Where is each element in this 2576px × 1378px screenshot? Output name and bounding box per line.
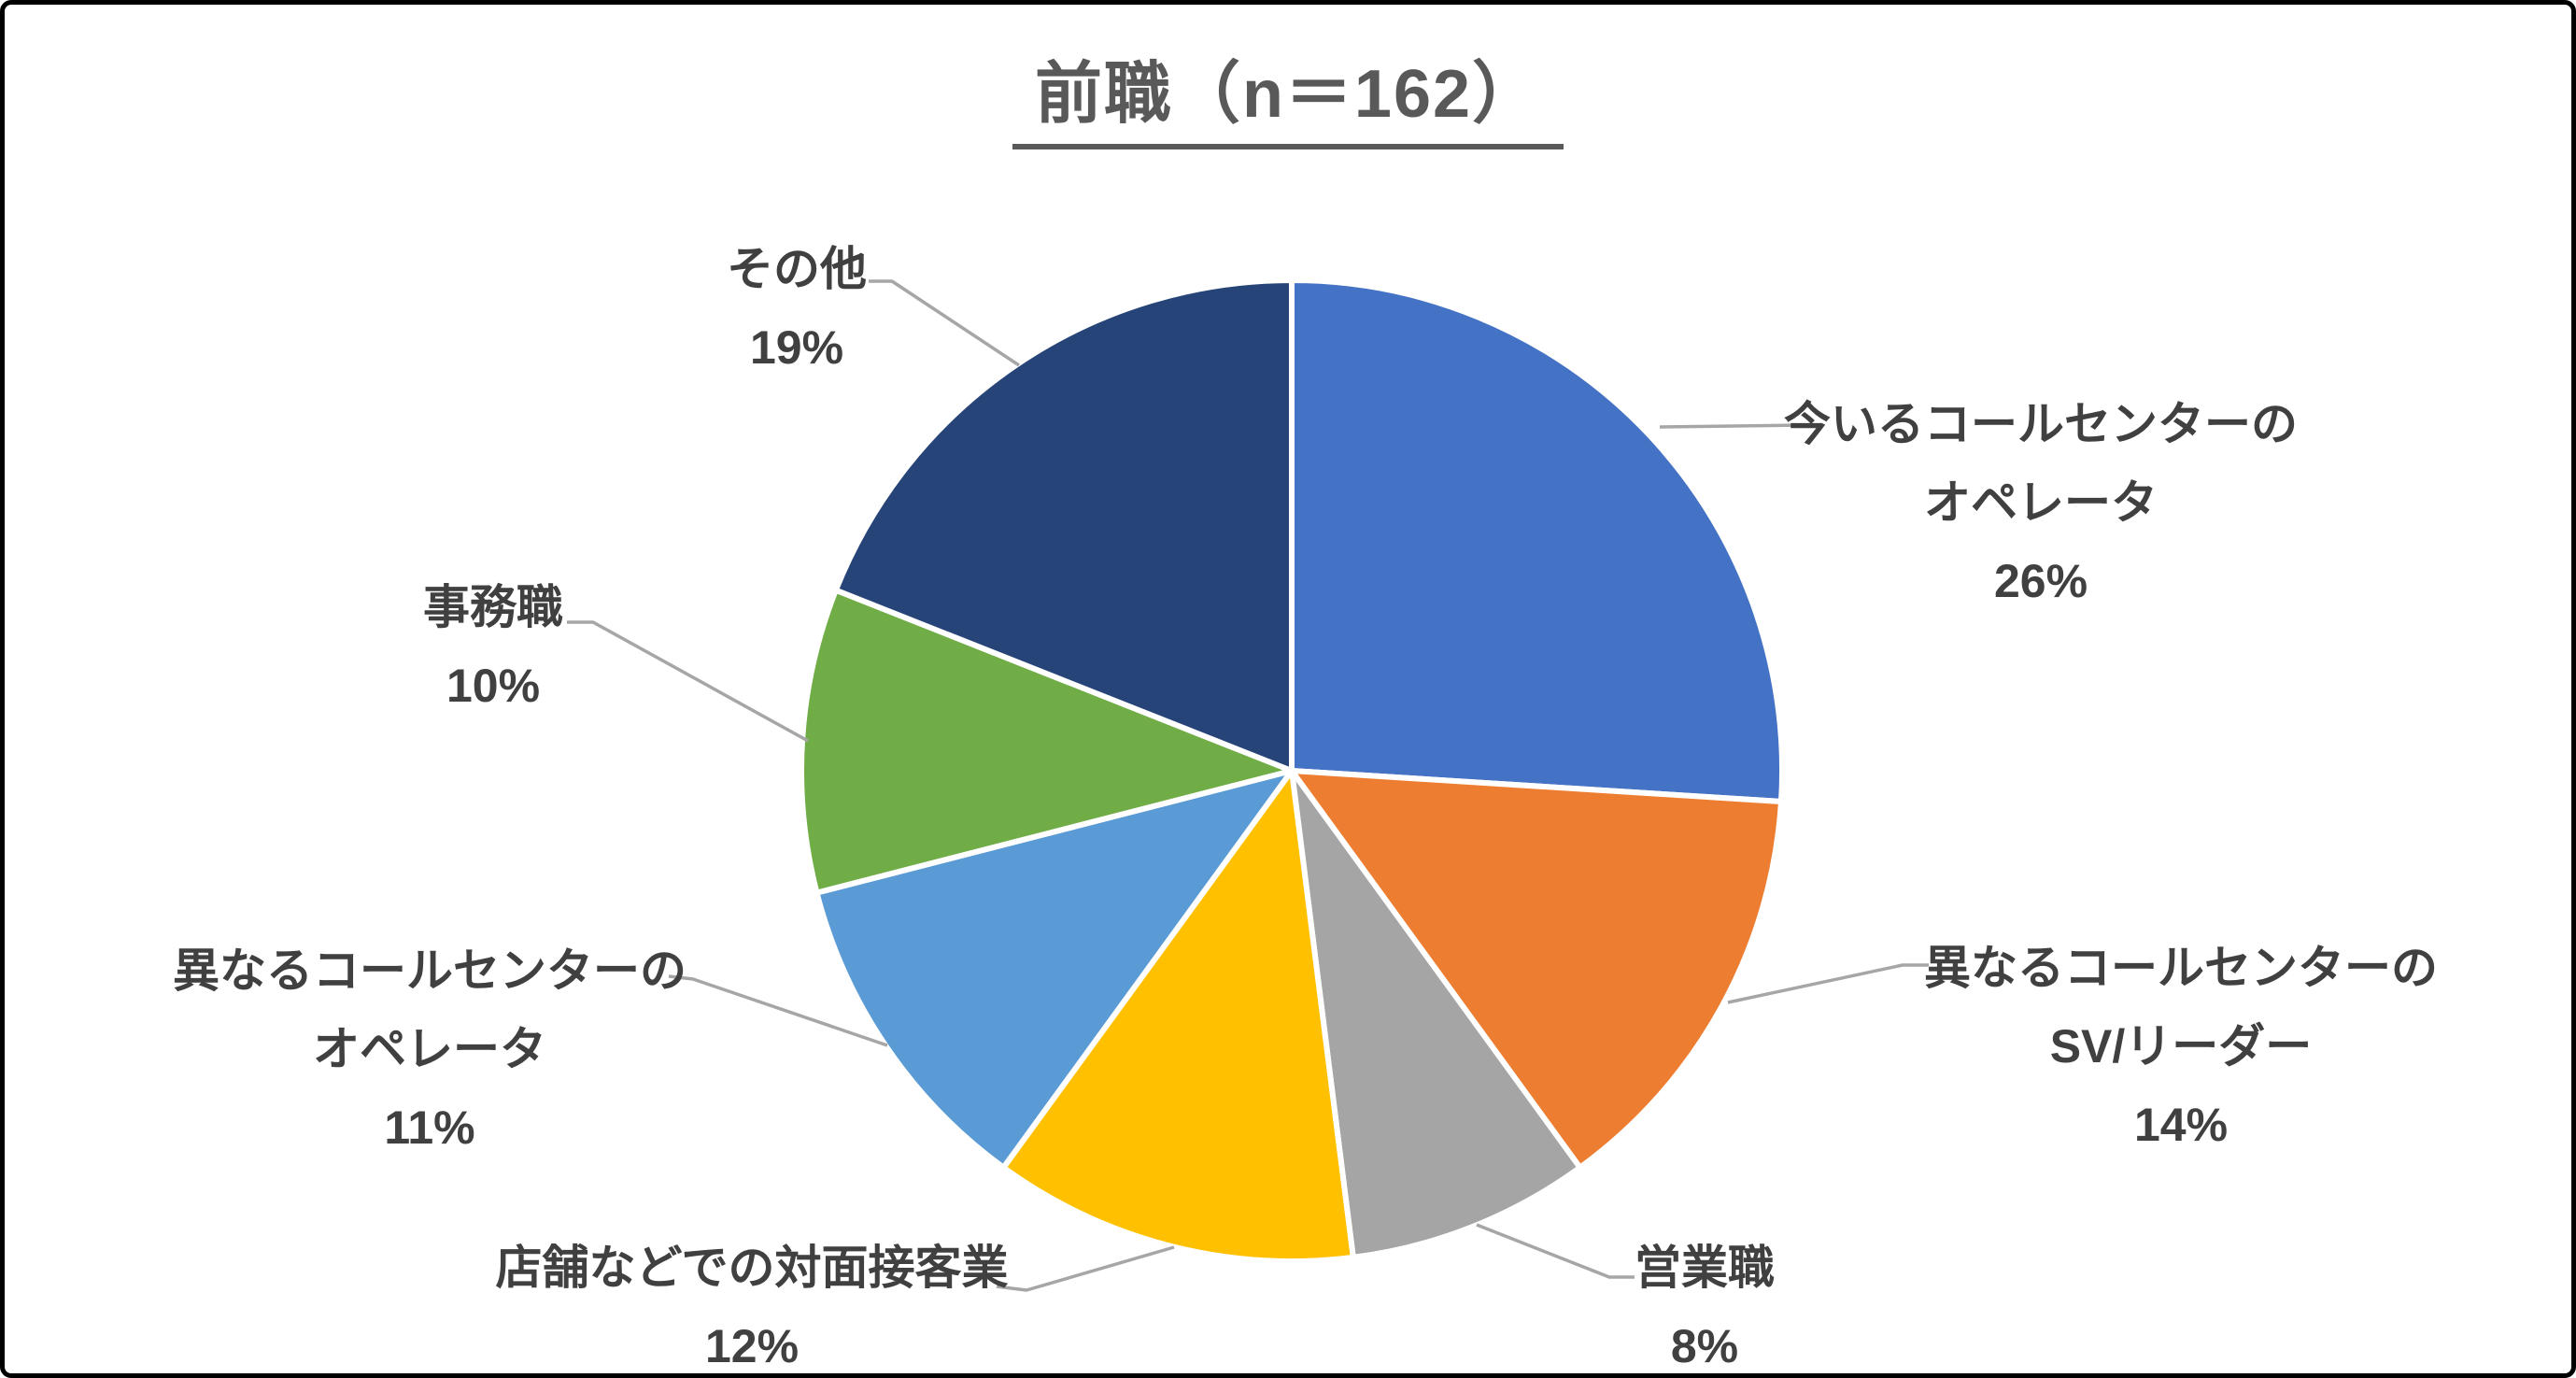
pie-slice-current-cc-operator[interactable] — [1289, 277, 1786, 804]
data-label-text: 今いるコールセンターの — [1784, 398, 2298, 450]
leader-line-current-cc-operator — [1659, 423, 1804, 429]
leader-line-sales — [1476, 1223, 1635, 1279]
data-label-text: 異なるコールセンターの — [173, 945, 686, 997]
leader-line-office-work — [567, 620, 809, 743]
data-label-different-cc-operator[interactable]: 異なるコールセンターの オペレータ 11% — [173, 931, 686, 1167]
data-label-value: 11% — [384, 1101, 475, 1154]
data-label-text: 事務職 — [423, 581, 563, 633]
data-label-other[interactable]: その他 19% — [727, 230, 867, 387]
data-label-text: SV/リーダー — [2049, 1020, 2313, 1073]
data-labels-layer: 今いるコールセンターの オペレータ 26% 異なるコールセンターの SV/リーダー 14%… — [5, 5, 2571, 1373]
data-label-current-cc-operator[interactable]: 今いるコールセンターの オペレータ 26% — [1784, 385, 2298, 620]
data-label-retail-customer-service[interactable]: 店舗などでの対面接客業 12% — [495, 1229, 1009, 1373]
leader-line-other — [869, 279, 1020, 367]
data-label-sales[interactable]: 営業職 8% — [1635, 1229, 1775, 1373]
leader-line-different-cc-operator — [668, 974, 888, 1047]
chart-title: 前職（n＝162） — [1012, 38, 1564, 149]
data-label-value: 19% — [749, 321, 844, 374]
data-label-text: 店舗などでの対面接客業 — [495, 1242, 1009, 1294]
pie-slice-office-work[interactable] — [799, 587, 1295, 896]
data-label-value: 10% — [446, 660, 541, 712]
data-label-text: その他 — [727, 243, 867, 295]
data-label-value: 8% — [1670, 1320, 1739, 1372]
data-label-different-cc-sv-leader[interactable]: 異なるコールセンターの SV/リーダー 14% — [1924, 929, 2438, 1164]
chart-title-wrap: 前職（n＝162） — [5, 38, 2571, 149]
data-label-value: 14% — [2133, 1099, 2229, 1151]
pie-chart — [567, 277, 1929, 1292]
leader-line-different-cc-sv-leader — [1727, 963, 1929, 1004]
data-label-text: 異なるコールセンターの — [1924, 942, 2438, 994]
data-label-text: オペレータ — [313, 1023, 546, 1075]
leader-line-retail-customer-service — [996, 1245, 1175, 1292]
data-label-text: オペレータ — [1924, 476, 2158, 529]
pie-slice-different-cc-sv-leader[interactable] — [1289, 768, 1784, 1171]
data-label-value: 26% — [1993, 555, 2088, 607]
pie-slice-sales[interactable] — [1289, 768, 1583, 1260]
pie-slice-retail-customer-service[interactable] — [1000, 768, 1356, 1264]
data-label-value: 12% — [704, 1320, 800, 1372]
data-label-text: 営業職 — [1635, 1242, 1775, 1294]
data-label-office-work[interactable]: 事務職 10% — [423, 568, 563, 725]
